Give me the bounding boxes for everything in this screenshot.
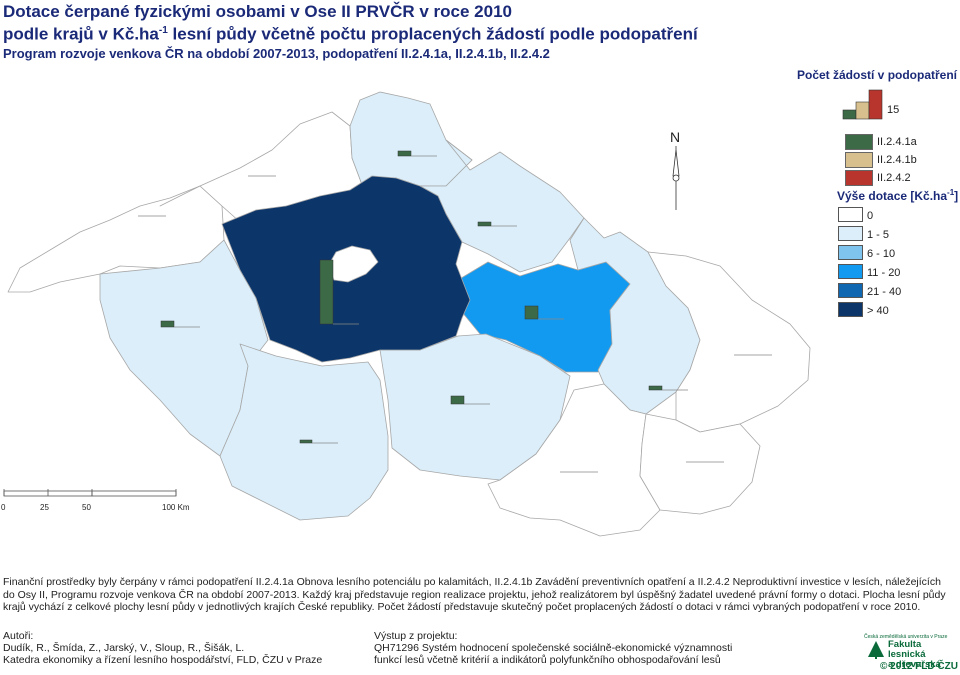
faculty-logo-icon	[868, 641, 884, 659]
legend-swatch-II.2.4.2	[845, 170, 873, 186]
legend-class-label-3: 11 - 20	[867, 267, 901, 279]
legend-swatch-II.2.4.1a	[845, 134, 873, 150]
scalebar-tick-1: 25	[40, 503, 49, 512]
authors-block: Dudík, R., Šmída, Z., Jarský, V., Sloup,…	[3, 642, 322, 666]
scalebar-tick-0: 0	[1, 503, 6, 512]
faculty-name-line-2: a dřevařská	[888, 659, 941, 670]
bar-stredocesky-II.2.4.1a	[319, 259, 334, 325]
faculty-name-line-1: Fakulta lesnická	[888, 639, 926, 660]
authors-heading: Autoři:	[3, 630, 34, 642]
subsidy-legend-title: Výše dotace [Kč.ha-1]	[837, 188, 958, 203]
faculty-name: Fakulta lesnická a dřevařská	[888, 640, 960, 670]
legend-class-swatch-4	[838, 283, 863, 298]
legend-class-label-2: 6 - 10	[867, 248, 896, 260]
scalebar	[3, 489, 177, 497]
bar-kralovehradecky-II.2.4.1a	[477, 221, 492, 227]
title-line-2-suffix: lesní půdy včetně počtu proplacených žád…	[167, 24, 698, 44]
title-line-2: podle krajů v Kč.ha-1 lesní půdy včetně …	[3, 21, 723, 44]
legend-label-II.2.4.1b: II.2.4.1b	[877, 154, 917, 166]
requests-legend-title: Počet žádostí v podopatření	[797, 68, 958, 82]
legend-class-label-4: 21 - 40	[867, 286, 902, 298]
title-unit-superscript: -1	[158, 25, 168, 36]
university-name: Česká zemědělská univerzita v Praze	[864, 634, 948, 640]
region-liberecky	[349, 91, 473, 191]
north-arrow	[672, 146, 680, 210]
bar-olomoucky-II.2.4.1a	[648, 385, 663, 391]
legend-class-label-0: 0	[867, 210, 874, 222]
north-label: N	[670, 129, 681, 145]
legend-swatch-II.2.4.1b	[845, 152, 873, 168]
legend-class-swatch-0	[838, 207, 863, 222]
bar-liberecky-II.2.4.1a	[397, 150, 412, 157]
requests-scale-bars	[842, 89, 883, 120]
region-zlinsky	[639, 413, 761, 515]
output-block: QH71296 Systém hodnocení společenské soc…	[374, 642, 732, 666]
output-line-2: funkcí lesů včetně kritérií a indikátorů…	[374, 654, 721, 666]
bar-plzensky-II.2.4.1a	[160, 320, 175, 328]
legend-label-II.2.4.1a: II.2.4.1a	[877, 136, 917, 148]
authors-department: Katedra ekonomiky a řízení lesního hospo…	[3, 654, 323, 666]
subsidy-title-prefix: Výše dotace [Kč.ha	[837, 189, 948, 203]
title-line-1: Dotace čerpané fyzickými osobami v Ose I…	[3, 2, 512, 21]
region-jihocesky	[219, 343, 389, 521]
output-heading: Výstup z projektu:	[374, 630, 458, 642]
copyright: © 2012 FLD ČZU	[880, 661, 958, 672]
scalebar-tick-3: 100 Km	[162, 503, 190, 512]
output-line-1: QH71296 Systém hodnocení společenské soc…	[374, 642, 733, 654]
authors-names: Dudík, R., Šmída, Z., Jarský, V., Sloup,…	[3, 642, 245, 654]
legend-class-swatch-1	[838, 226, 863, 241]
legend-class-label-1: 1 - 5	[867, 229, 890, 241]
legend-class-swatch-2	[838, 245, 863, 260]
legend-label-II.2.4.2: II.2.4.2	[877, 172, 911, 184]
requests-scale-value: 15	[887, 104, 900, 116]
title-line-2-prefix: podle krajů v Kč.ha	[3, 24, 159, 44]
bar-jihocesky-II.2.4.1a	[299, 439, 313, 444]
czech-regions-map	[3, 91, 811, 537]
subsidy-title-suffix: ]	[954, 189, 959, 203]
legend-class-swatch-3	[838, 264, 863, 279]
legend-class-label-5: > 40	[867, 305, 889, 317]
legend-class-swatch-5	[838, 302, 863, 317]
map-description: Finanční prostředky byly čerpány v rámci…	[3, 576, 946, 614]
bar-vysocina-II.2.4.1a	[450, 395, 465, 405]
region-kralovehradecky	[419, 139, 585, 273]
map-title: Dotace čerpané fyzickými osobami v Ose I…	[3, 2, 723, 44]
bar-pardubicky-II.2.4.1a	[524, 305, 539, 320]
map-subtitle: Program rozvoje venkova ČR na období 200…	[3, 46, 550, 61]
subsidy-title-sup: -1	[947, 188, 955, 197]
scalebar-tick-2: 50	[82, 503, 91, 512]
